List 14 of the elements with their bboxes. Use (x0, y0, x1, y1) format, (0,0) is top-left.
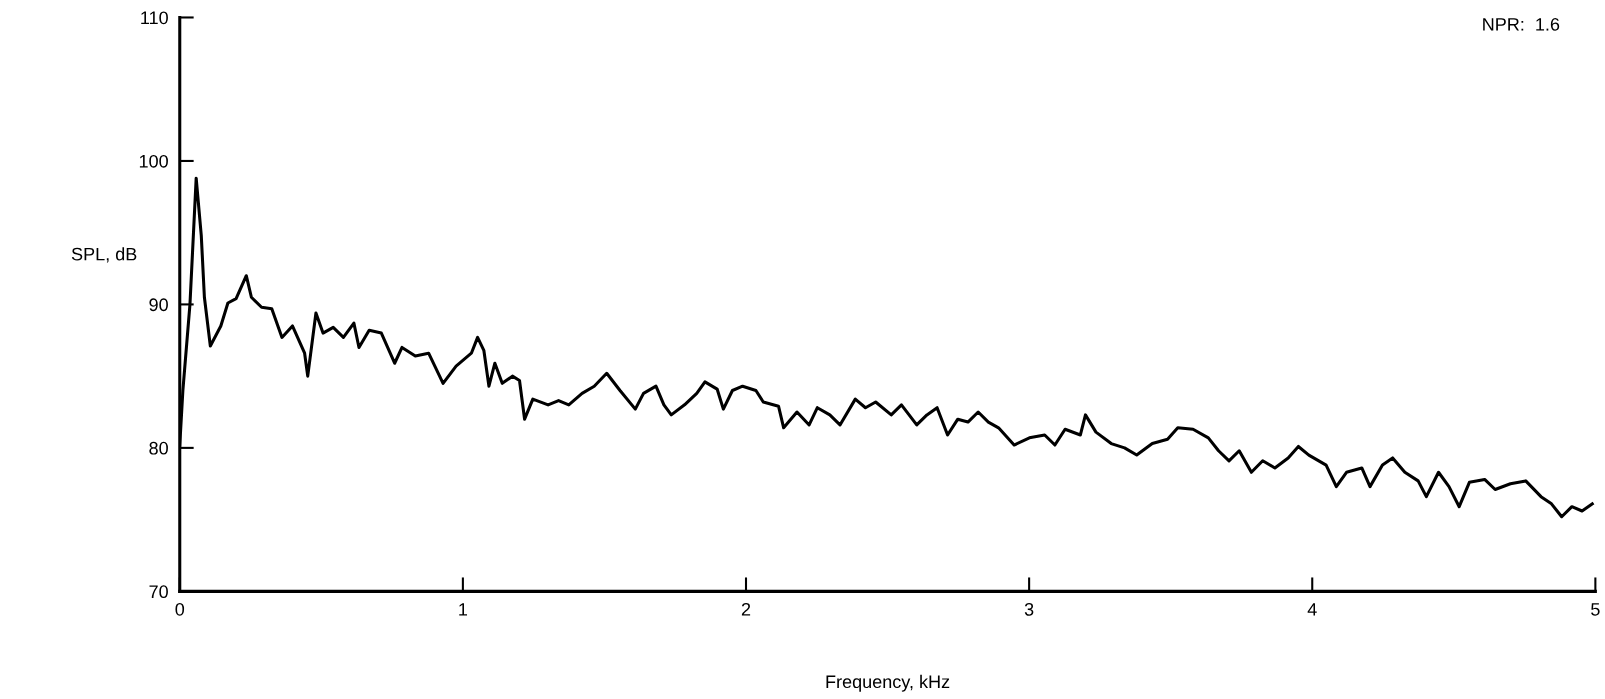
x-tick-label: 3 (1024, 602, 1034, 616)
x-tick-label: 1 (459, 603, 468, 616)
x-axis-title: Frequency, kHz (826, 674, 950, 692)
x-tick-label: 4 (1307, 603, 1317, 616)
x-tick-label: 5 (1591, 603, 1600, 616)
y-tick-label: 90 (149, 298, 168, 312)
y-tick-label: 100 (139, 154, 168, 168)
x-tick-label: 0 (175, 602, 185, 616)
y-tick-label: 70 (149, 585, 168, 599)
y-tick-label: 80 (149, 441, 168, 455)
y-tick-label: 110 (141, 11, 168, 25)
y-axis-title: SPL, dB (71, 247, 137, 263)
x-tick-label: 2 (741, 602, 751, 616)
annotation: NPR: 1.6 (1483, 17, 1560, 31)
